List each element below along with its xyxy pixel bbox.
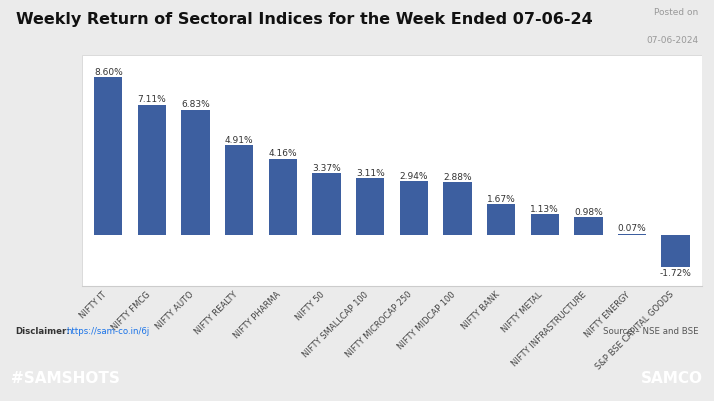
Text: 8.60%: 8.60% xyxy=(94,68,123,77)
Text: https://sam-co.in/6j: https://sam-co.in/6j xyxy=(66,326,150,335)
Text: SAMCO: SAMCO xyxy=(641,371,703,385)
Text: 2.88%: 2.88% xyxy=(443,172,472,181)
Text: 07-06-2024: 07-06-2024 xyxy=(646,36,698,45)
Bar xyxy=(443,183,472,235)
Text: Source – NSE and BSE: Source – NSE and BSE xyxy=(603,326,698,335)
Text: 4.91%: 4.91% xyxy=(225,135,253,144)
Text: 3.11%: 3.11% xyxy=(356,168,385,177)
Bar xyxy=(94,78,123,235)
Text: 6.83%: 6.83% xyxy=(181,100,210,109)
Text: Disclaimer:: Disclaimer: xyxy=(16,326,71,335)
Text: 3.37%: 3.37% xyxy=(312,163,341,172)
Text: 1.67%: 1.67% xyxy=(487,194,516,203)
Bar xyxy=(400,182,428,235)
Text: -1.72%: -1.72% xyxy=(660,268,692,277)
Bar xyxy=(531,215,559,235)
Bar xyxy=(661,235,690,267)
Text: Weekly Return of Sectoral Indices for the Week Ended 07-06-24: Weekly Return of Sectoral Indices for th… xyxy=(16,12,593,27)
Bar xyxy=(138,105,166,235)
Text: 4.16%: 4.16% xyxy=(268,149,297,158)
Text: #SAMSHOTS: #SAMSHOTS xyxy=(11,371,119,385)
Text: Posted on: Posted on xyxy=(654,8,698,17)
Bar xyxy=(312,174,341,235)
Bar xyxy=(181,111,210,235)
Text: 2.94%: 2.94% xyxy=(400,171,428,180)
Text: 7.11%: 7.11% xyxy=(138,95,166,104)
Bar xyxy=(225,146,253,235)
Bar xyxy=(618,234,646,235)
Text: 0.07%: 0.07% xyxy=(618,224,646,233)
Text: 1.13%: 1.13% xyxy=(531,205,559,213)
Bar xyxy=(487,205,516,235)
Bar xyxy=(574,218,603,235)
Text: 0.98%: 0.98% xyxy=(574,207,603,216)
Bar xyxy=(356,178,384,235)
Bar xyxy=(268,159,297,235)
